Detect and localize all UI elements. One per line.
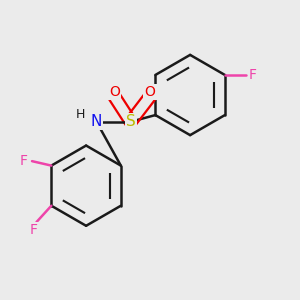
Text: H: H <box>76 108 85 121</box>
Text: O: O <box>145 85 155 99</box>
Text: S: S <box>126 114 136 129</box>
Text: F: F <box>20 154 28 168</box>
Text: N: N <box>91 114 102 129</box>
Text: F: F <box>29 224 38 237</box>
Text: O: O <box>109 85 120 99</box>
Text: F: F <box>249 68 257 82</box>
